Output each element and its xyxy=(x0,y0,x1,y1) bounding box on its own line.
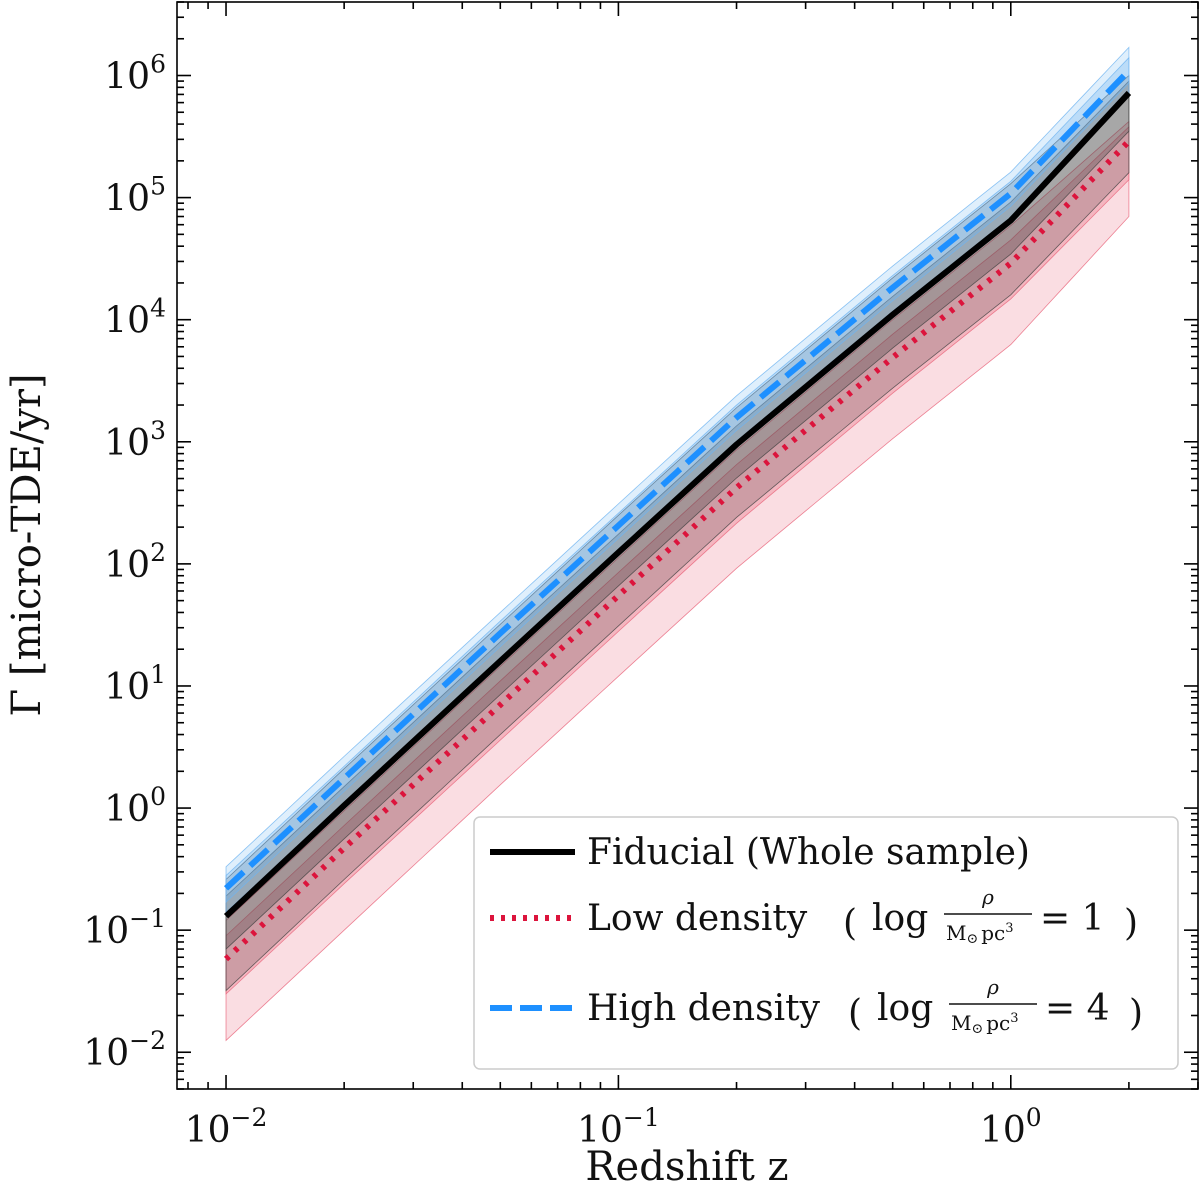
low-density-band-outer xyxy=(225,120,1130,1042)
y-tick-label: 106 xyxy=(104,50,166,98)
y-axis-title: Γ [micro-TDE/yr] xyxy=(4,373,50,716)
legend-open-paren-low: ( xyxy=(843,903,857,944)
x-tick-label: 10−1 xyxy=(577,1103,660,1151)
legend-eq-low: = 1 xyxy=(1040,898,1105,939)
plot-frame xyxy=(176,1,1199,1090)
legend-frac-den-high: M⊙ pc3 xyxy=(951,1011,1019,1037)
series-lines xyxy=(223,68,1132,962)
y-tick-label: 104 xyxy=(104,294,166,342)
legend-frac-den-low: M⊙ pc3 xyxy=(946,921,1014,947)
fiducial-whole-sample-line xyxy=(223,90,1132,919)
y-tick-label: 105 xyxy=(104,172,166,220)
legend-box xyxy=(473,816,1179,1070)
y-tick-label: 102 xyxy=(104,538,166,586)
high-density-band-inner xyxy=(225,56,1130,903)
legend-log-low: log xyxy=(872,898,928,939)
legend: Fiducial (Whole sample) Low density ( lo… xyxy=(473,816,1179,1070)
uncertainty-bands xyxy=(225,46,1130,1042)
low-density-band-inner xyxy=(225,125,1130,995)
y-tick-label: 103 xyxy=(104,416,166,464)
x-axis-title: Redshift z xyxy=(585,1144,788,1189)
y-tick-label: 100 xyxy=(104,782,166,830)
x-tick-label: 100 xyxy=(980,1103,1042,1151)
y-tick-label: 10−1 xyxy=(83,904,166,952)
legend-log-high: log xyxy=(877,988,933,1029)
low-density-line xyxy=(223,139,1132,962)
x-tick-label: 10−2 xyxy=(185,1103,268,1151)
legend-label-low-density: Low density xyxy=(587,898,808,939)
legend-eq-high: = 4 xyxy=(1045,988,1110,1029)
y-tick-label: 10−2 xyxy=(83,1026,166,1074)
fiducial-whole-sample-band-inner xyxy=(225,80,1130,950)
axis-ticks: 10−2 10−1 100 10−2 10−1 100 101 102 103 104 105 106 xyxy=(83,1,1199,1151)
legend-label-high-density: High density xyxy=(587,988,821,1029)
legend-close-paren-low: ) xyxy=(1124,903,1138,944)
legend-label-fiducial: Fiducial (Whole sample) xyxy=(587,832,1030,873)
y-tick-label: 101 xyxy=(104,660,166,708)
legend-open-paren-high: ( xyxy=(848,993,862,1034)
legend-frac-num-low: ρ xyxy=(981,885,994,909)
legend-close-paren-high: ) xyxy=(1129,993,1143,1034)
legend-frac-num-high: ρ xyxy=(986,975,999,999)
high-density-line xyxy=(223,68,1132,891)
